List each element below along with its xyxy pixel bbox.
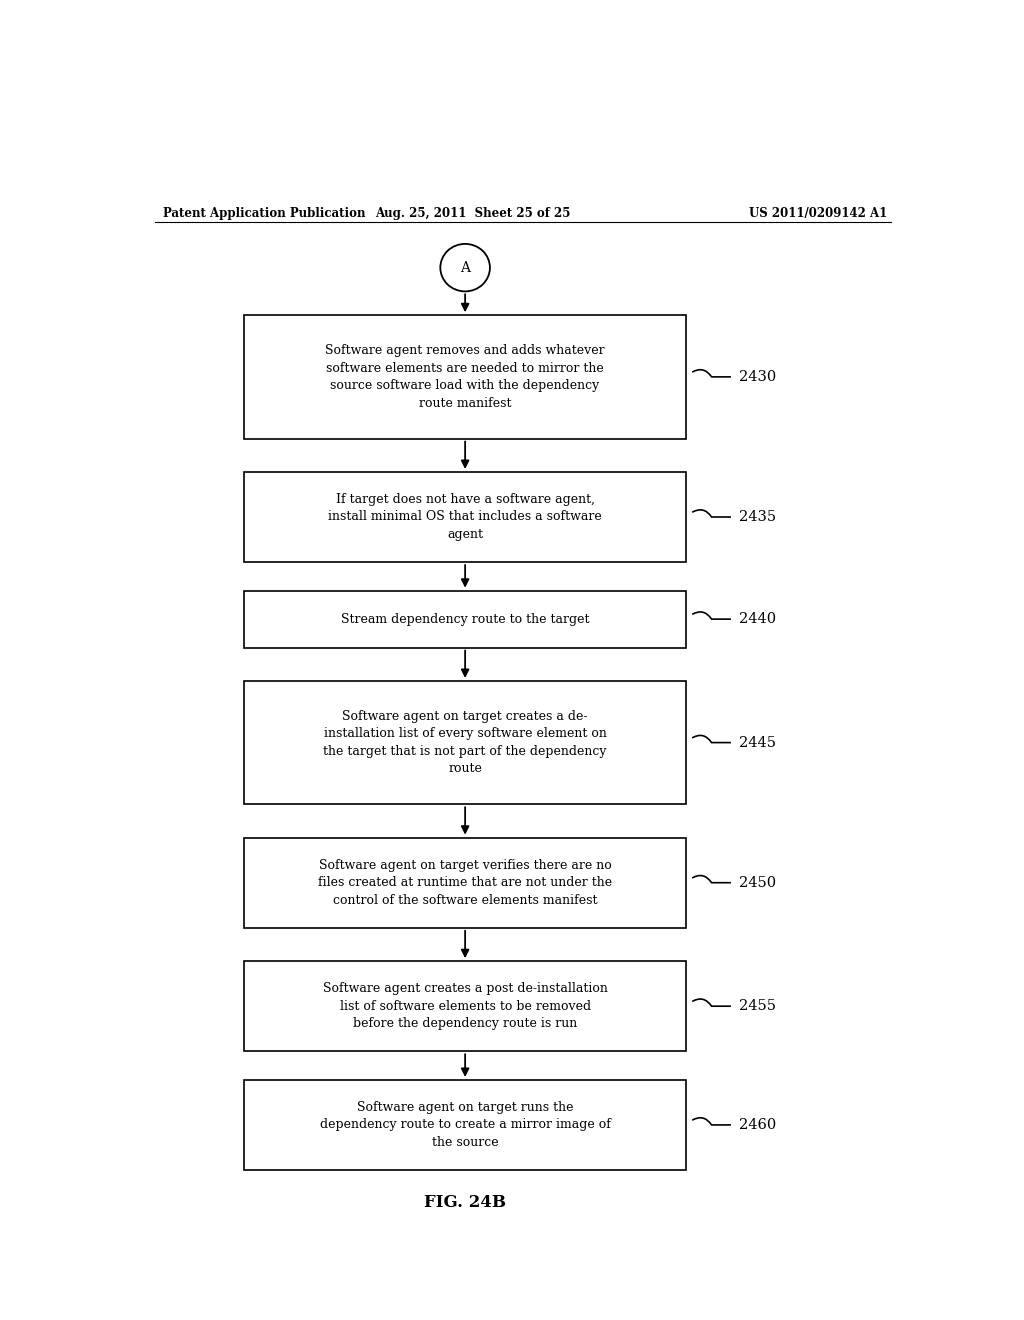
Text: If target does not have a software agent,
install minimal OS that includes a sof: If target does not have a software agent… [329,492,602,541]
Text: 2445: 2445 [738,735,776,750]
Text: Aug. 25, 2011  Sheet 25 of 25: Aug. 25, 2011 Sheet 25 of 25 [375,207,570,220]
Text: 2435: 2435 [738,510,776,524]
Text: 2460: 2460 [738,1118,776,1133]
Bar [245,315,686,438]
Bar [245,961,686,1051]
Text: Software agent on target runs the
dependency route to create a mirror image of
t: Software agent on target runs the depend… [319,1101,610,1148]
Text: 2450: 2450 [738,875,776,890]
Text: A: A [460,260,470,275]
Bar [245,838,686,928]
Text: 2440: 2440 [738,612,776,626]
Text: Software agent removes and adds whatever
software elements are needed to mirror : Software agent removes and adds whatever… [326,345,605,409]
Bar [245,471,686,562]
Text: FIG. 24B: FIG. 24B [424,1193,506,1210]
Text: US 2011/0209142 A1: US 2011/0209142 A1 [750,207,888,220]
Bar [245,1080,686,1170]
Text: Stream dependency route to the target: Stream dependency route to the target [341,612,590,626]
Bar [245,590,686,648]
Text: Software agent on target verifies there are no
files created at runtime that are: Software agent on target verifies there … [318,859,612,907]
Bar [245,681,686,804]
Text: 2455: 2455 [738,999,776,1014]
Text: Software agent creates a post de-installation
list of software elements to be re: Software agent creates a post de-install… [323,982,607,1030]
Text: Patent Application Publication: Patent Application Publication [163,207,366,220]
Text: 2430: 2430 [738,370,776,384]
Text: Software agent on target creates a de-
installation list of every software eleme: Software agent on target creates a de- i… [324,710,607,775]
